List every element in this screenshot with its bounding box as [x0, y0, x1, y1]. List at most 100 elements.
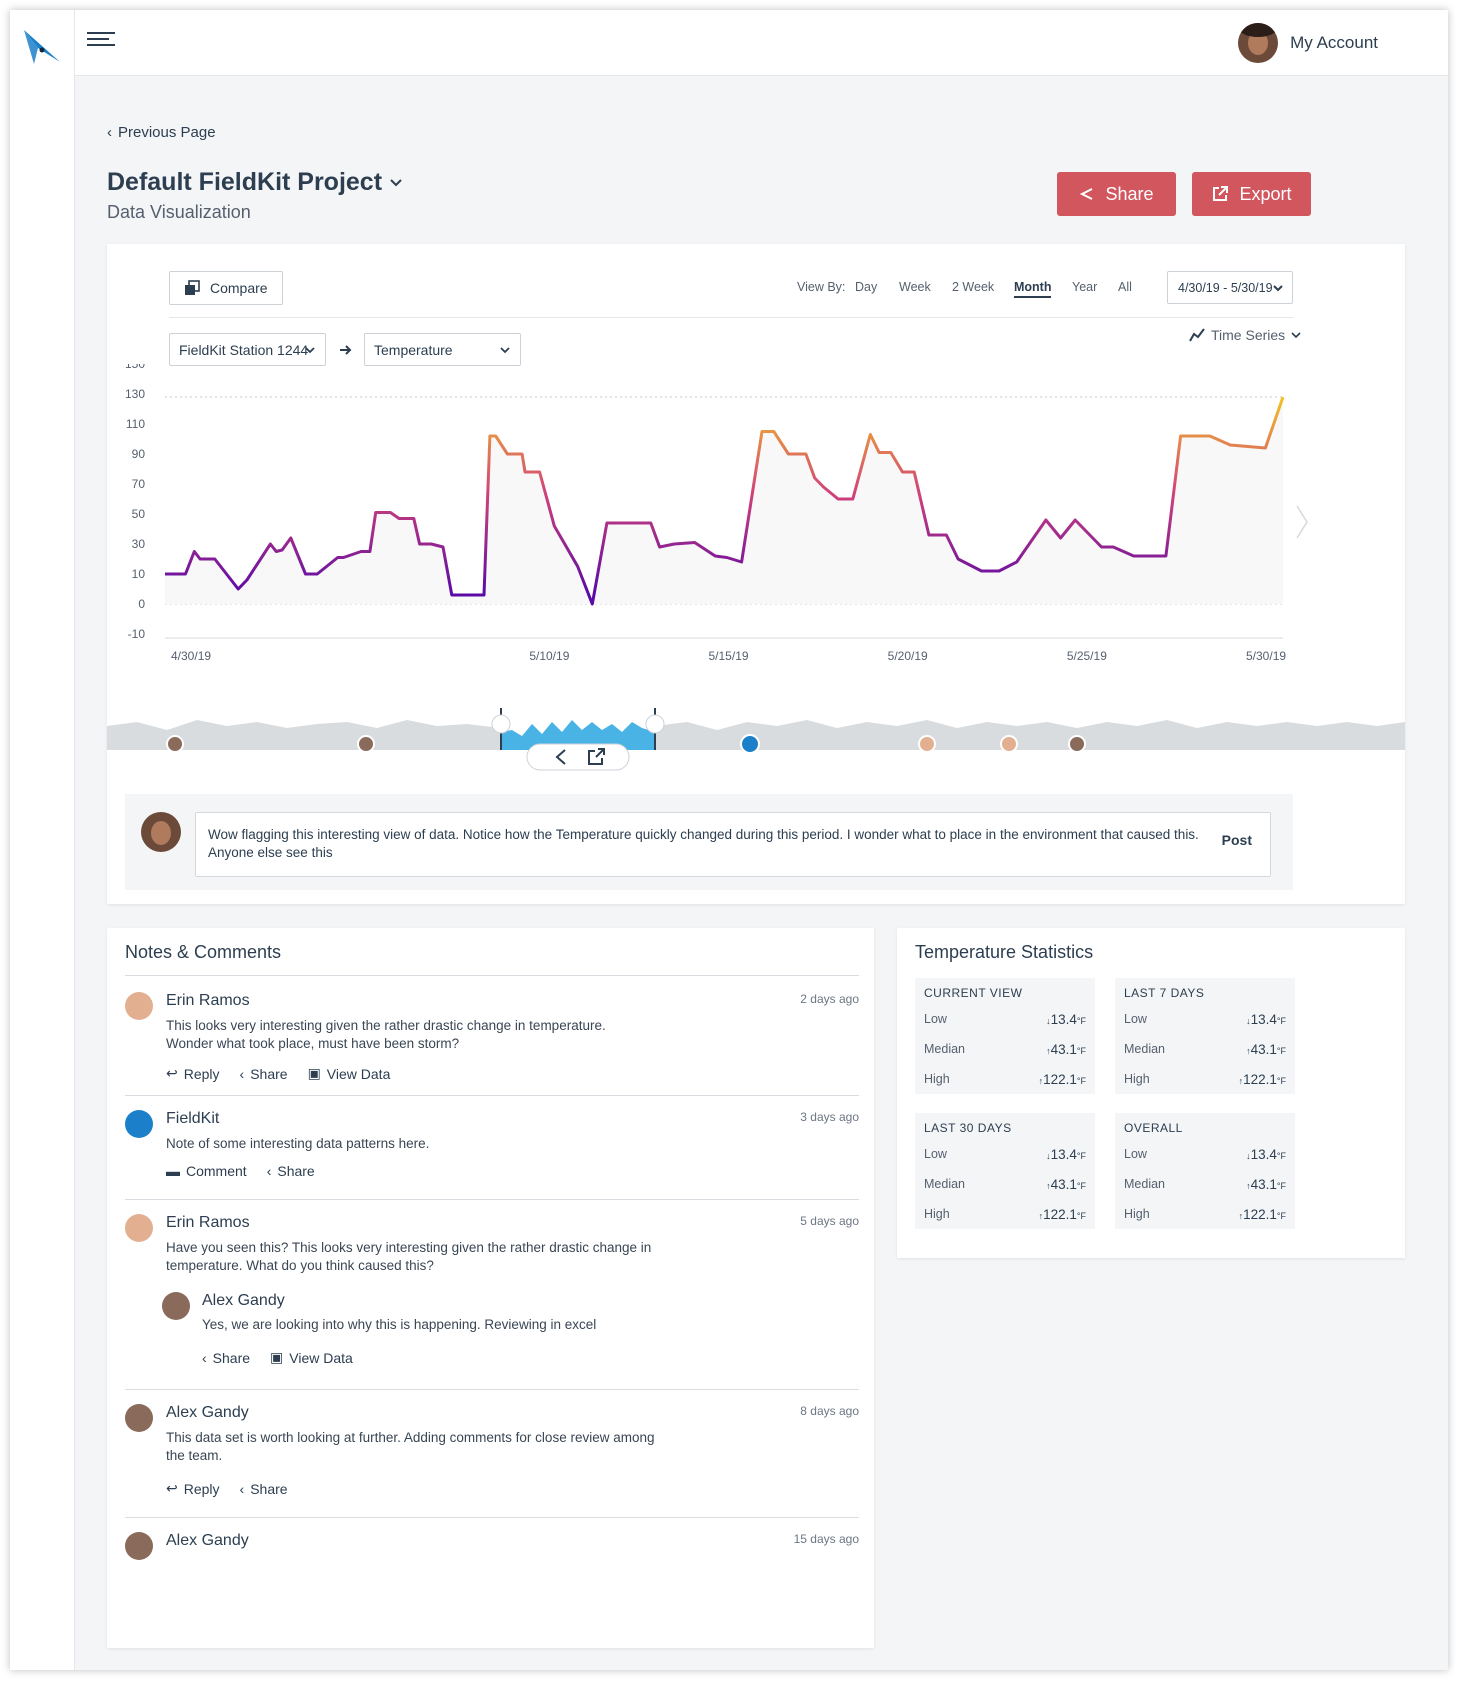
- stat-block: LAST 30 DAYS Low ↓13.4°F Median ↑43.1°F High ↑…: [915, 1113, 1095, 1229]
- brush-action-pill: [526, 743, 630, 771]
- stat-unit: °F: [1276, 1181, 1286, 1191]
- divider: [125, 1389, 859, 1390]
- timeline-scrubber[interactable]: [107, 692, 1405, 772]
- view-by-year[interactable]: Year: [1072, 280, 1098, 294]
- note-body: This looks very interesting given the ra…: [166, 1018, 606, 1051]
- chevron-right-icon[interactable]: [1296, 505, 1308, 539]
- chevron-down-icon: [1291, 332, 1301, 339]
- divider: [125, 1199, 859, 1200]
- note-author: Alex Gandy: [166, 1404, 249, 1421]
- temperature-chart[interactable]: 150 130 110 90 70 50 30 10 0 -10 4/30/19 5/10/19 5/…: [107, 364, 1405, 804]
- stat-row: Median ↑43.1°F: [1124, 1042, 1286, 1057]
- brush-handle-right[interactable]: [645, 714, 665, 734]
- sensor-select[interactable]: Temperature: [364, 333, 521, 366]
- x-tick-label: 5/25/19: [1067, 649, 1107, 663]
- stats-title: Temperature Statistics: [915, 942, 1094, 962]
- note-marker[interactable]: [166, 735, 184, 753]
- series-line: [165, 396, 1285, 606]
- post-button[interactable]: Post: [1221, 832, 1252, 848]
- view-by-2week[interactable]: 2 Week: [952, 280, 995, 294]
- comment-input[interactable]: Wow flagging this interesting view of da…: [195, 812, 1271, 877]
- stat-label: High: [924, 1072, 950, 1086]
- page-subtitle: Data Visualization: [107, 202, 251, 222]
- avatar: [141, 812, 181, 852]
- station-select[interactable]: FieldKit Station 1244: [169, 333, 326, 366]
- share-button[interactable]: ‹ Share: [202, 1349, 250, 1366]
- stat-value: ↑122.1°F: [1239, 1207, 1286, 1222]
- comment-button[interactable]: ▬ Comment: [166, 1163, 247, 1179]
- stat-value: ↓13.4°F: [1046, 1012, 1086, 1027]
- avatar: [125, 1214, 153, 1242]
- stat-heading: LAST 7 DAYS: [1124, 986, 1205, 1000]
- stat-label: High: [924, 1207, 950, 1221]
- reply-label: Reply: [183, 1480, 220, 1497]
- y-tick-label: 110: [126, 417, 145, 431]
- external-link-icon: [1213, 186, 1229, 201]
- share-button[interactable]: ‹ Share: [267, 1163, 315, 1179]
- view-by-all[interactable]: All: [1118, 280, 1132, 294]
- note-item: Erin Ramos 2 days ago This looks very in…: [125, 992, 859, 1102]
- view-by-week[interactable]: Week: [899, 280, 931, 294]
- left-rail: [10, 10, 75, 1670]
- scrubber-overview-right: [655, 720, 1405, 750]
- avatar: [125, 992, 153, 1020]
- compare-button[interactable]: Compare: [169, 271, 283, 305]
- stat-unit: °F: [1276, 1016, 1286, 1026]
- account-menu[interactable]: My Account: [1238, 21, 1378, 65]
- stat-number: 13.4: [1250, 1147, 1277, 1162]
- avatar: [162, 1292, 190, 1320]
- stat-label: Median: [924, 1042, 965, 1056]
- trend-arrow-icon: ↑: [1246, 1046, 1251, 1056]
- note-marker[interactable]: [918, 735, 936, 753]
- stat-heading: CURRENT VIEW: [924, 986, 1023, 1000]
- stat-label: Median: [1124, 1042, 1165, 1056]
- stat-unit: °F: [1076, 1076, 1086, 1086]
- chart-type-select[interactable]: Time Series: [1189, 327, 1301, 343]
- reply-button[interactable]: ↩ Reply: [166, 1480, 220, 1497]
- trend-arrow-icon: ↑: [1046, 1181, 1051, 1191]
- stat-row: High ↑122.1°F: [924, 1207, 1086, 1222]
- trend-arrow-icon: ↑: [1038, 1211, 1044, 1221]
- stat-value: ↑122.1°F: [1039, 1072, 1086, 1087]
- external-link-icon[interactable]: [588, 748, 605, 765]
- share-button[interactable]: ‹ Share: [240, 1065, 288, 1082]
- view-by-day[interactable]: Day: [855, 280, 878, 294]
- chart-icon: ▣: [307, 1065, 321, 1081]
- view-data-button[interactable]: ▣ View Data: [270, 1349, 353, 1366]
- project-title[interactable]: Default FieldKit Project: [107, 168, 403, 197]
- note-marker[interactable]: [357, 735, 375, 753]
- y-tick-label: 50: [132, 507, 146, 521]
- y-tick-label: 30: [132, 537, 146, 551]
- export-button[interactable]: Export: [1192, 172, 1311, 216]
- share-button[interactable]: Share: [1057, 172, 1176, 216]
- stat-unit: °F: [1276, 1211, 1286, 1221]
- note-item: FieldKit 3 days ago Note of some interes…: [125, 1110, 859, 1200]
- date-range-select[interactable]: 4/30/19 - 5/30/19: [1167, 271, 1293, 304]
- reply-button[interactable]: ↩ Reply: [166, 1065, 220, 1082]
- share-icon[interactable]: [555, 749, 566, 765]
- stat-value: ↑43.1°F: [1046, 1042, 1086, 1057]
- stat-value: ↑122.1°F: [1239, 1072, 1286, 1087]
- share-button[interactable]: ‹ Share: [240, 1480, 288, 1497]
- stat-value: ↑43.1°F: [1246, 1042, 1286, 1057]
- compass-icon[interactable]: [20, 24, 64, 68]
- brush-handle-left[interactable]: [491, 714, 511, 734]
- note-marker[interactable]: [1068, 735, 1086, 753]
- note-marker[interactable]: [1000, 735, 1018, 753]
- stat-value: ↑122.1°F: [1039, 1207, 1086, 1222]
- back-link[interactable]: ‹ Previous Page: [107, 124, 216, 141]
- y-tick-label: 90: [132, 447, 146, 461]
- share-label: Share: [1105, 183, 1154, 204]
- note-marker-fieldkit[interactable]: [740, 734, 760, 754]
- avatar: [1238, 23, 1279, 63]
- reply-author: Alex Gandy: [202, 1292, 285, 1309]
- view-by-month[interactable]: Month: [1014, 280, 1052, 298]
- stat-block: OVERALL Low ↓13.4°F Median ↑43.1°F High ↑122.1…: [1115, 1113, 1295, 1229]
- top-bar: My Account: [75, 10, 1448, 76]
- comment-composer: Wow flagging this interesting view of da…: [125, 794, 1293, 890]
- share-icon: [1080, 188, 1093, 200]
- hamburger-menu-icon[interactable]: [87, 32, 119, 52]
- note-author: FieldKit: [166, 1110, 220, 1127]
- note-time: 2 days ago: [800, 992, 859, 1006]
- view-data-button[interactable]: ▣ View Data: [308, 1065, 391, 1082]
